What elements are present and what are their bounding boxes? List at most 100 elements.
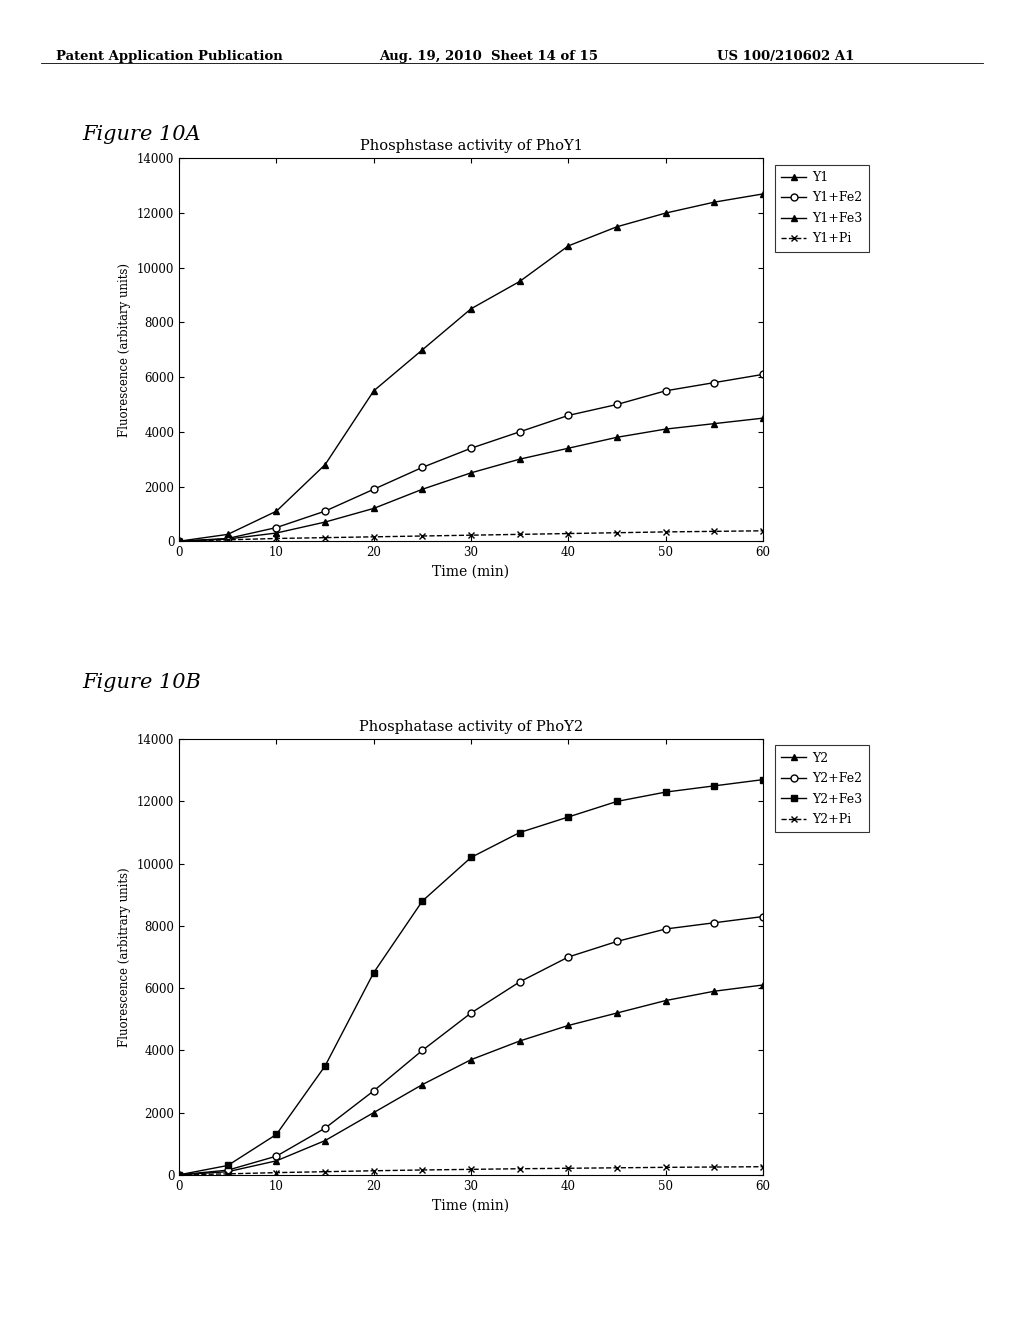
Y1+Pi [562,525,574,541]
Y2+Pi [659,1159,672,1175]
Y1+Pi [757,523,769,539]
Text: Figure 10B: Figure 10B [82,673,201,692]
Y1 [173,533,185,549]
Y2+Fe2 [318,1121,331,1137]
Y2+Fe2 [465,1005,477,1020]
Y2+Fe2 [368,1082,380,1098]
Line: Y2+Fe3: Y2+Fe3 [176,776,766,1179]
Y2+Fe3 [270,1126,283,1142]
Y1+Pi [513,527,525,543]
Y1+Pi [610,525,623,541]
Y2 [610,1005,623,1020]
Y2 [173,1167,185,1183]
Y1+Fe2 [318,503,331,519]
Y1 [465,465,477,480]
Y1+Fe3 [368,383,380,399]
Y1 [562,441,574,457]
Y1+Fe3 [708,194,720,210]
Y2+Fe3 [416,894,428,909]
Y1+Fe2 [708,375,720,391]
Y2+Pi [465,1162,477,1177]
Line: Y2+Pi: Y2+Pi [176,1163,766,1179]
Text: Patent Application Publication: Patent Application Publication [56,50,283,63]
Y1+Fe2 [757,367,769,383]
Line: Y2: Y2 [176,982,766,1179]
Y1+Fe3 [270,503,283,519]
Y2+Fe3 [318,1059,331,1074]
Y2 [513,1034,525,1049]
Y2+Fe2 [610,933,623,949]
Y2+Fe2 [659,921,672,937]
Y2 [708,983,720,999]
Y1+Fe2 [270,520,283,536]
Y1+Fe2 [513,424,525,440]
Y1+Fe2 [465,441,477,457]
Y2+Pi [221,1166,233,1181]
Y2+Pi [416,1162,428,1177]
Y2+Fe3 [221,1158,233,1173]
Y2+Fe3 [757,772,769,788]
Y2+Fe2 [221,1162,233,1177]
Y2+Pi [708,1159,720,1175]
Y2+Pi [173,1167,185,1183]
Line: Y1+Pi: Y1+Pi [176,527,766,545]
Y1+Fe2 [368,482,380,498]
Y1+Fe3 [465,301,477,317]
Y1+Fe2 [562,408,574,424]
Y1+Fe3 [659,205,672,220]
Y1+Pi [708,524,720,540]
Y2+Pi [368,1163,380,1179]
Title: Phosphatase activity of PhoY2: Phosphatase activity of PhoY2 [359,719,583,734]
Y2 [659,993,672,1008]
Line: Y1+Fe2: Y1+Fe2 [176,371,766,545]
Y1+Pi [416,528,428,544]
Y1+Fe3 [221,527,233,543]
Y1+Fe2 [659,383,672,399]
Y2 [270,1152,283,1168]
Legend: Y2, Y2+Fe2, Y2+Fe3, Y2+Pi: Y2, Y2+Fe2, Y2+Fe3, Y2+Pi [775,746,868,833]
Y2+Fe2 [708,915,720,931]
Y1 [368,500,380,516]
X-axis label: Time (min): Time (min) [432,1199,510,1212]
Y1+Pi [270,531,283,546]
Y2+Fe3 [562,809,574,825]
Y2+Fe3 [708,777,720,793]
Y1 [416,482,428,498]
Y1 [708,416,720,432]
Y1+Fe2 [221,531,233,546]
Y2+Fe3 [173,1167,185,1183]
Text: Figure 10A: Figure 10A [82,125,201,144]
Y1 [221,531,233,546]
Y-axis label: Fluorescence (arbitrary units): Fluorescence (arbitrary units) [119,867,131,1047]
Y2+Fe3 [610,793,623,809]
Text: Aug. 19, 2010  Sheet 14 of 15: Aug. 19, 2010 Sheet 14 of 15 [379,50,598,63]
Y2+Fe3 [513,825,525,841]
Y2 [416,1077,428,1093]
Y2+Fe2 [270,1148,283,1164]
X-axis label: Time (min): Time (min) [432,565,510,578]
Y2+Fe2 [513,974,525,990]
Y1+Fe3 [610,219,623,235]
Y1 [513,451,525,467]
Y2+Fe2 [562,949,574,965]
Y1 [659,421,672,437]
Y1+Pi [659,524,672,540]
Y1+Fe3 [416,342,428,358]
Line: Y1: Y1 [176,414,766,545]
Y1+Fe2 [416,459,428,475]
Y1+Pi [318,529,331,545]
Y2+Fe2 [757,908,769,924]
Y2 [221,1164,233,1180]
Line: Y2+Fe2: Y2+Fe2 [176,913,766,1179]
Y1 [270,525,283,541]
Y2 [318,1133,331,1148]
Y2+Pi [318,1164,331,1180]
Y1 [610,429,623,445]
Y2 [368,1105,380,1121]
Y2+Fe3 [368,965,380,981]
Y1+Fe3 [562,238,574,253]
Y1+Fe2 [173,533,185,549]
Y2+Pi [610,1160,623,1176]
Y1+Fe3 [757,186,769,202]
Y1+Fe3 [318,457,331,473]
